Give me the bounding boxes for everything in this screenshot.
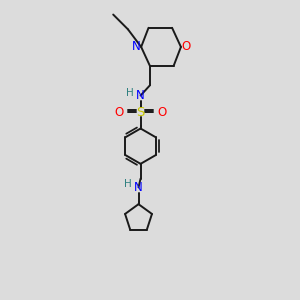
Text: H: H: [126, 88, 134, 98]
Text: O: O: [115, 106, 124, 119]
Text: N: N: [131, 40, 140, 53]
Text: H: H: [124, 179, 132, 190]
Text: O: O: [182, 40, 191, 53]
Text: N: N: [136, 89, 145, 102]
Text: S: S: [136, 106, 145, 119]
Text: O: O: [157, 106, 167, 119]
Text: N: N: [134, 181, 143, 194]
